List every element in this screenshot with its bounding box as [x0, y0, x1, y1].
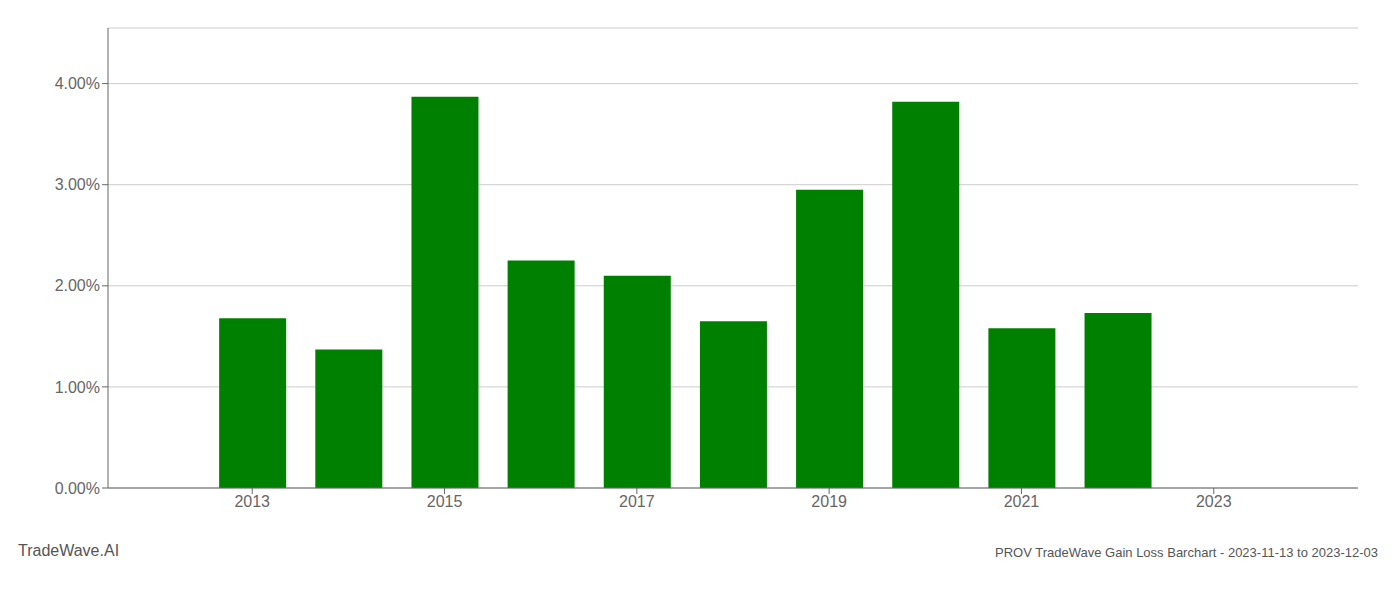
svg-text:2013: 2013: [234, 493, 270, 510]
svg-text:4.00%: 4.00%: [55, 75, 100, 92]
svg-text:2.00%: 2.00%: [55, 277, 100, 294]
svg-text:0.00%: 0.00%: [55, 480, 100, 497]
svg-text:1.00%: 1.00%: [55, 379, 100, 396]
svg-text:3.00%: 3.00%: [55, 176, 100, 193]
svg-text:2015: 2015: [427, 493, 463, 510]
svg-text:2019: 2019: [811, 493, 847, 510]
svg-text:2017: 2017: [619, 493, 655, 510]
html-text:TradeWave.AI: TradeWave.AI: [18, 542, 120, 559]
html-text:PROV TradeWave Gain Loss Barch: PROV TradeWave Gain Loss Barchart - 2023…: [995, 545, 1378, 560]
svg-text:2021: 2021: [1004, 493, 1040, 510]
svg-text:2023: 2023: [1196, 493, 1232, 510]
